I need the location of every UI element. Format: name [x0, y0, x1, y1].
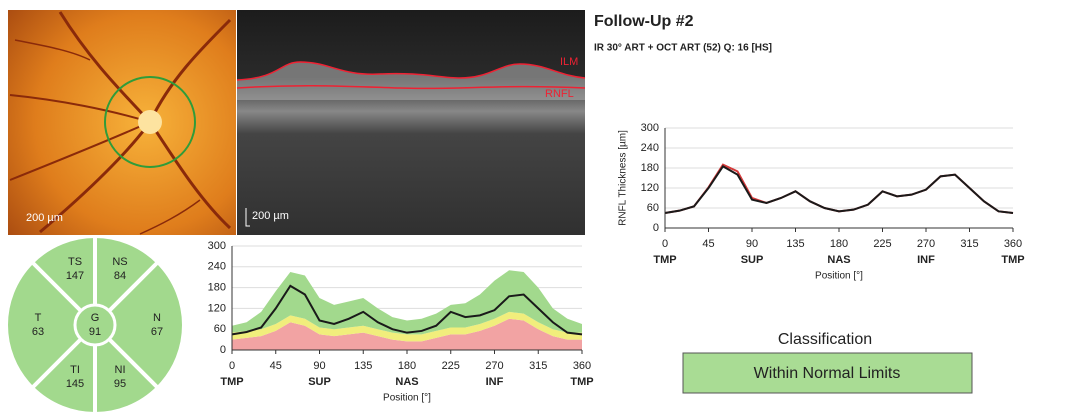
band-area	[232, 270, 582, 335]
sector-label: T	[35, 312, 42, 324]
sector-value: 84	[114, 270, 126, 282]
sector-label: TS	[68, 256, 82, 268]
x-region-label: NAS	[395, 376, 418, 388]
x-region-label: INF	[917, 254, 935, 266]
sector-label: NS	[112, 256, 127, 268]
x-tick-label: 225	[873, 238, 891, 250]
x-tick-label: 360	[1004, 238, 1022, 250]
y-tick-label: 180	[208, 282, 226, 294]
x-axis-label: Position [°]	[383, 393, 431, 404]
x-tick-label: 0	[229, 360, 235, 372]
y-tick-label: 120	[208, 302, 226, 314]
sector-label: TI	[70, 364, 80, 376]
x-tick-label: 90	[746, 238, 758, 250]
data-line	[664, 165, 1014, 214]
x-tick-label: 180	[398, 360, 416, 372]
x-tick-label: 45	[270, 360, 282, 372]
band-area	[232, 318, 582, 350]
x-axis-label: Position [°]	[815, 271, 863, 282]
fundus-image: 200 µm	[8, 10, 236, 235]
y-tick-label: 60	[214, 323, 226, 335]
y-tick-label: 0	[220, 344, 226, 356]
y-axis-label: RNFL Thickness [µm]	[618, 130, 629, 226]
x-tick-label: 45	[702, 238, 714, 250]
data-line	[664, 163, 1014, 214]
sector-value: 95	[114, 378, 126, 390]
sector-value: 145	[66, 378, 84, 390]
x-region-label: TMP	[1001, 254, 1024, 266]
y-tick-label: 120	[641, 182, 659, 194]
scale-label: 200 µm	[252, 210, 289, 222]
y-tick-label: 60	[647, 202, 659, 214]
x-tick-label: 315	[529, 360, 547, 372]
sector-value: 63	[32, 326, 44, 338]
x-tick-label: 270	[485, 360, 503, 372]
sector-value: 91	[89, 326, 101, 338]
x-tick-label: 270	[917, 238, 935, 250]
title: Follow-Up #2	[594, 13, 694, 30]
band-area	[232, 311, 582, 342]
sector-label: NI	[115, 364, 126, 376]
oct-scan: ILM RNFL 200 µm	[236, 10, 586, 235]
y-tick-label: 180	[641, 162, 659, 174]
x-region-label: NAS	[827, 254, 850, 266]
data-line	[231, 284, 583, 336]
classification-result: Within Normal Limits	[754, 365, 901, 382]
x-tick-label: 315	[960, 238, 978, 250]
x-tick-label: 180	[830, 238, 848, 250]
x-region-label: SUP	[308, 376, 331, 388]
classification-title: Classification	[778, 331, 872, 348]
sector-diagram: TS 147 NS 84 T 63 G 91 N 67 TI 145 NI 95	[6, 236, 184, 412]
layer-label: RNFL	[545, 88, 574, 100]
y-tick-label: 240	[641, 142, 659, 154]
x-region-label: TMP	[220, 376, 243, 388]
x-region-label: SUP	[741, 254, 764, 266]
x-tick-label: 225	[442, 360, 460, 372]
x-tick-label: 135	[354, 360, 372, 372]
x-region-label: INF	[486, 376, 504, 388]
scale-label: 200 µm	[26, 212, 63, 224]
sector-label: N	[153, 312, 161, 324]
x-tick-label: 135	[786, 238, 804, 250]
y-tick-label: 0	[653, 222, 659, 234]
x-region-label: TMP	[570, 376, 593, 388]
sector-value: 67	[151, 326, 163, 338]
x-tick-label: 360	[573, 360, 591, 372]
sector-value: 147	[66, 270, 84, 282]
x-tick-label: 90	[313, 360, 325, 372]
sector-label: G	[91, 312, 100, 324]
x-tick-label: 0	[662, 238, 668, 250]
y-tick-label: 300	[641, 122, 659, 134]
y-tick-label: 300	[208, 240, 226, 252]
x-region-label: TMP	[653, 254, 676, 266]
subtitle: IR 30° ART + OCT ART (52) Q: 16 [HS]	[594, 43, 772, 54]
layer-label: ILM	[560, 56, 578, 68]
y-tick-label: 240	[208, 261, 226, 273]
classification-box	[682, 352, 973, 394]
